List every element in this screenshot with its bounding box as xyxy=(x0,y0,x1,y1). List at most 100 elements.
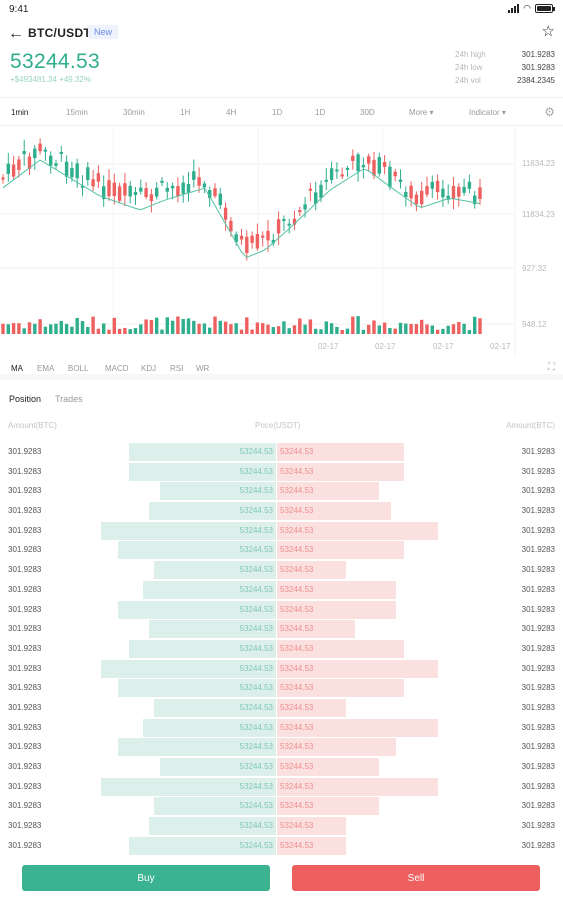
bid-depth-bar xyxy=(129,443,276,461)
indicator-boll[interactable]: BOLL xyxy=(68,364,89,373)
ask-amount: 301.9283 xyxy=(521,584,555,594)
bid-depth-bar xyxy=(118,541,276,560)
sell-button[interactable]: Sell xyxy=(292,865,540,891)
indicator-rsi[interactable]: RSI xyxy=(170,364,184,373)
tab-1d[interactable]: 1D xyxy=(272,108,283,117)
bid-price: 53244.53 xyxy=(239,801,273,811)
candle xyxy=(451,185,456,199)
candle xyxy=(149,194,154,202)
orderbook-row[interactable]: 301.9283 53244.53 53244.53 301.9283 xyxy=(0,540,563,560)
volume-bar xyxy=(17,323,21,334)
tab-trades[interactable]: Trades xyxy=(55,394,83,404)
date-axis-label: 02-17 xyxy=(490,342,511,351)
bid-depth-bar xyxy=(101,777,276,796)
tab-1d-2[interactable]: 1D xyxy=(315,108,326,117)
price-axis-label: 948.12 xyxy=(522,320,547,329)
indicator-bar: MA EMA BOLL MACD KDJ RSI WR ⛶ xyxy=(0,358,563,380)
volume-bar xyxy=(96,328,101,334)
orderbook-row[interactable]: 301.9283 53244.53 53244.53 301.9283 xyxy=(0,816,563,836)
orderbook-row[interactable]: 301.9283 53244.53 53244.53 301.9283 xyxy=(0,678,563,698)
battery-icon xyxy=(535,4,555,13)
volume-bar xyxy=(213,316,217,334)
candle xyxy=(213,188,217,197)
volume-bar xyxy=(303,324,307,334)
orderbook-row[interactable]: 301.9283 53244.53 53244.53 301.9283 xyxy=(0,718,563,738)
fullscreen-icon[interactable]: ⛶ xyxy=(548,362,555,373)
indicator-ma[interactable]: MA xyxy=(11,364,23,373)
orderbook-row[interactable]: 301.9283 53244.53 53244.53 301.9283 xyxy=(0,836,563,856)
orderbook-row[interactable]: 301.9283 53244.53 53244.53 301.9283 xyxy=(0,796,563,816)
orderbook-row[interactable]: 301.9283 53244.53 53244.53 301.9283 xyxy=(0,639,563,659)
bid-price: 53244.53 xyxy=(239,466,273,476)
indicator-wr[interactable]: WR xyxy=(196,364,210,373)
candle xyxy=(324,179,328,182)
ask-price: 53244.53 xyxy=(280,545,314,555)
bid-amount: 301.9283 xyxy=(8,702,42,712)
indicator-macd[interactable]: MACD xyxy=(105,364,129,373)
orderbook-row[interactable]: 301.9283 53244.53 53244.53 301.9283 xyxy=(0,560,563,580)
ask-depth-bar xyxy=(277,521,438,540)
orderbook-row[interactable]: 301.9283 53244.53 53244.53 301.9283 xyxy=(0,481,563,501)
orderbook-row[interactable]: 301.9283 53244.53 53244.53 301.9283 xyxy=(0,600,563,620)
more-dropdown[interactable]: More ▾ xyxy=(409,108,433,117)
ask-price: 53244.53 xyxy=(280,702,314,712)
candle xyxy=(218,193,222,206)
orderbook-row[interactable]: 301.9283 53244.53 53244.53 301.9283 xyxy=(0,521,563,541)
volume-bar xyxy=(112,317,116,334)
indicator-dropdown[interactable]: Indicator ▾ xyxy=(469,108,506,117)
indicator-ema[interactable]: EMA xyxy=(37,364,55,373)
ask-price: 53244.53 xyxy=(280,565,314,575)
candle xyxy=(441,188,445,198)
orderbook-row[interactable]: 301.9283 53244.53 53244.53 301.9283 xyxy=(0,580,563,600)
tab-30d[interactable]: 30D xyxy=(360,108,375,117)
indicator-kdj[interactable]: KDJ xyxy=(141,364,157,373)
bid-amount: 301.9283 xyxy=(8,584,42,594)
candle xyxy=(261,235,265,238)
orderbook-row[interactable]: 301.9283 53244.53 53244.53 301.9283 xyxy=(0,737,563,757)
candle xyxy=(17,159,21,170)
candle xyxy=(287,223,291,226)
ask-amount: 301.9283 xyxy=(521,702,555,712)
tab-1h[interactable]: 1H xyxy=(180,108,191,117)
star-icon[interactable]: ☆ xyxy=(541,23,555,40)
orderbook-row[interactable]: 301.9283 53244.53 53244.53 301.9283 xyxy=(0,757,563,777)
orderbook-row[interactable]: 301.9283 53244.53 53244.53 301.9283 xyxy=(0,777,563,797)
candle xyxy=(398,179,403,182)
tab-position[interactable]: Position xyxy=(9,394,42,404)
candle xyxy=(64,161,69,177)
bid-amount: 301.9283 xyxy=(8,683,42,693)
orderbook-row[interactable]: 301.9283 53244.53 53244.53 301.9283 xyxy=(0,619,563,639)
volume-bar xyxy=(107,329,111,334)
bid-price: 53244.53 xyxy=(239,663,273,673)
candle xyxy=(181,182,185,194)
tab-15min[interactable]: 15min xyxy=(66,108,88,117)
ask-amount: 301.9283 xyxy=(521,604,555,614)
chevron-down-icon: ▾ xyxy=(501,108,506,117)
orderbook-row[interactable]: 301.9283 53244.53 53244.53 301.9283 xyxy=(0,462,563,482)
ask-depth-bar xyxy=(277,639,404,658)
volume-bar xyxy=(6,324,10,334)
candle xyxy=(208,190,212,198)
orderbook-row[interactable]: 301.9283 53244.53 53244.53 301.9283 xyxy=(0,442,563,462)
back-arrow-icon[interactable]: ← xyxy=(8,25,24,42)
settings-gear-icon[interactable]: ⚙ xyxy=(544,105,555,119)
bid-amount: 301.9283 xyxy=(8,565,42,575)
orderbook-row[interactable]: 301.9283 53244.53 53244.53 301.9283 xyxy=(0,659,563,679)
tab-4h[interactable]: 4H xyxy=(226,108,237,117)
tab-30min[interactable]: 30min xyxy=(123,108,145,117)
candlestick-chart[interactable]: 11834.23 11834.23 927.32 948.12 02-17 02-17 02… xyxy=(0,128,563,356)
ask-amount: 301.9283 xyxy=(521,683,555,693)
volume-bar xyxy=(261,323,265,334)
volume-bar xyxy=(218,320,222,334)
tab-1min[interactable]: 1min xyxy=(11,108,29,117)
orderbook-row[interactable]: 301.9283 53244.53 53244.53 301.9283 xyxy=(0,698,563,718)
candle xyxy=(102,186,106,200)
timeframe-bar: 1min 15min 30min 1H 4H 1D 1D 30D More ▾ … xyxy=(0,100,563,126)
buy-button[interactable]: Buy xyxy=(22,865,270,891)
volume-bar xyxy=(38,319,42,334)
ask-price: 53244.53 xyxy=(280,624,314,634)
volume-bar xyxy=(27,322,32,334)
orderbook-row[interactable]: 301.9283 53244.53 53244.53 301.9283 xyxy=(0,501,563,521)
candle xyxy=(223,207,228,220)
volume-bar xyxy=(255,322,260,334)
